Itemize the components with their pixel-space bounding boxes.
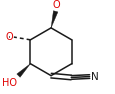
Polygon shape — [17, 64, 30, 77]
Text: N: N — [90, 72, 97, 82]
Text: O: O — [5, 32, 13, 42]
Polygon shape — [51, 11, 57, 28]
Text: O: O — [52, 0, 60, 10]
Text: HO: HO — [2, 78, 16, 88]
